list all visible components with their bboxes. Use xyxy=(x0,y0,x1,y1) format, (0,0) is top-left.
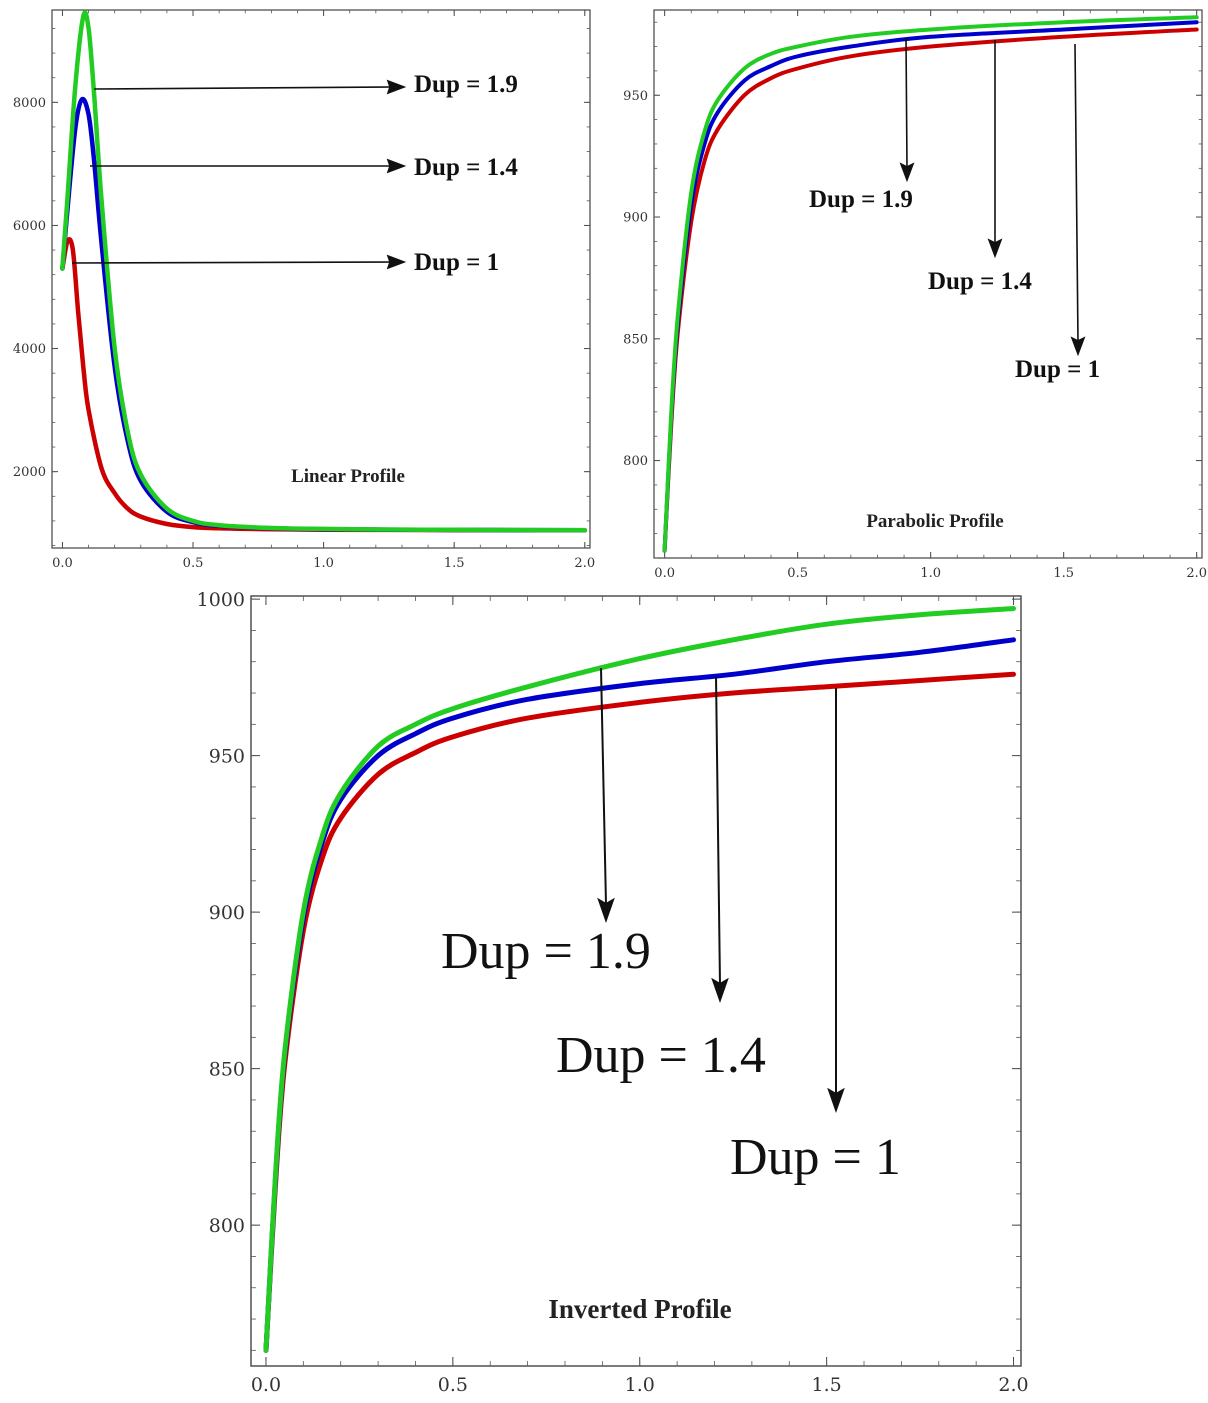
y-tick-label: 850 xyxy=(623,332,648,347)
arrow-line xyxy=(905,37,908,169)
annotation-label: Dup = 1.4 xyxy=(928,268,1032,295)
annotation-label: Dup = 1.4 xyxy=(556,1027,766,1084)
arrow-head xyxy=(386,254,407,270)
y-tick-label: 950 xyxy=(209,745,245,767)
y-tick-label: 800 xyxy=(209,1215,245,1237)
x-tick-label: 0.0 xyxy=(654,566,675,581)
x-tick-label: 1.0 xyxy=(625,1374,655,1396)
y-tick-label: 2000 xyxy=(13,465,46,480)
arrow-line xyxy=(71,261,393,264)
annotation-label: Dup = 1.9 xyxy=(441,923,651,980)
chart-title: Linear Profile xyxy=(291,466,405,487)
y-tick-label: 900 xyxy=(623,211,648,226)
y-tick-label: 6000 xyxy=(13,219,46,234)
arrow-head xyxy=(1070,336,1086,357)
inverted-profile-panel: 0.0 0.5 1.0 1.5 2.0 800 850 900 950 1000 Inverte… xyxy=(197,589,1029,1396)
y-tick-label: 850 xyxy=(209,1058,245,1080)
arrow-line xyxy=(93,86,393,90)
x-tick-label: 2.0 xyxy=(574,556,595,571)
plot-frame xyxy=(250,595,1022,1367)
annotation-arrows xyxy=(71,79,407,270)
chart-title: Parabolic Profile xyxy=(866,511,1003,532)
arrow-head xyxy=(386,79,407,95)
y-tick-labels: 800 850 900 950 xyxy=(623,89,648,469)
x-tick-label: 0.5 xyxy=(787,566,808,581)
x-tick-label: 1.5 xyxy=(812,1374,842,1396)
series-group xyxy=(662,15,1199,553)
x-tick-labels: 0.0 0.5 1.0 1.5 2.0 xyxy=(52,556,595,571)
arrow-head xyxy=(711,977,729,1004)
annotation-arrows xyxy=(899,37,1086,357)
x-tick-labels: 0.0 0.5 1.0 1.5 2.0 xyxy=(251,1374,1029,1396)
series-line xyxy=(60,10,588,533)
y-tick-label: 4000 xyxy=(13,342,46,357)
arrow-head xyxy=(899,162,915,183)
series-line xyxy=(263,606,1016,1353)
plot-frame xyxy=(51,9,591,549)
x-tick-label: 1.0 xyxy=(313,556,334,571)
arrow-head xyxy=(386,158,407,174)
annotation-label: Dup = 1.4 xyxy=(414,154,518,181)
x-tick-label: 1.5 xyxy=(444,556,465,571)
x-tick-label: 2.0 xyxy=(1186,566,1207,581)
annotation-label: Dup = 1 xyxy=(1015,356,1100,383)
x-tick-label: 0.0 xyxy=(251,1374,281,1396)
annotation-label: Dup = 1 xyxy=(730,1129,901,1186)
y-tick-label: 800 xyxy=(623,454,648,469)
tick-marks xyxy=(654,10,1202,559)
x-tick-label: 2.0 xyxy=(998,1374,1028,1396)
x-tick-label: 0.5 xyxy=(438,1374,468,1396)
chart-title: Inverted Profile xyxy=(548,1294,731,1324)
annotation-label: Dup = 1.9 xyxy=(809,186,913,213)
y-tick-label: 8000 xyxy=(13,96,46,111)
tick-marks xyxy=(251,596,1021,1366)
linear-profile-panel: 0.0 0.5 1.0 1.5 2.0 2000 4000 6000 8000 Linear … xyxy=(13,9,595,571)
y-tick-label: 950 xyxy=(623,89,648,104)
series-line xyxy=(662,15,1199,553)
x-tick-labels: 0.0 0.5 1.0 1.5 2.0 xyxy=(654,566,1207,581)
y-tick-labels: 2000 4000 6000 8000 xyxy=(13,96,46,480)
arrow-head xyxy=(597,897,615,924)
annotation-label: Dup = 1.9 xyxy=(414,71,518,98)
annotation-label: Dup = 1 xyxy=(414,249,499,276)
arrow-line xyxy=(600,667,607,906)
arrow-line xyxy=(1074,43,1079,343)
series-group xyxy=(263,606,1016,1353)
x-tick-label: 1.5 xyxy=(1053,566,1074,581)
arrow-head xyxy=(827,1087,845,1114)
y-tick-labels: 800 850 900 950 1000 xyxy=(197,589,245,1237)
x-tick-label: 1.0 xyxy=(920,566,941,581)
y-tick-label: 900 xyxy=(209,902,245,924)
annotation-arrows xyxy=(597,667,845,1114)
arrow-line xyxy=(715,675,721,986)
tick-marks xyxy=(52,10,590,548)
x-tick-label: 0.0 xyxy=(52,556,73,571)
plot-frame xyxy=(653,9,1203,559)
y-tick-label: 1000 xyxy=(197,589,245,611)
arrow-head xyxy=(987,238,1003,259)
parabolic-profile-panel: 0.0 0.5 1.0 1.5 2.0 800 850 900 950 Parabolic P… xyxy=(623,9,1207,581)
x-tick-label: 0.5 xyxy=(183,556,204,571)
series-group xyxy=(60,10,588,533)
